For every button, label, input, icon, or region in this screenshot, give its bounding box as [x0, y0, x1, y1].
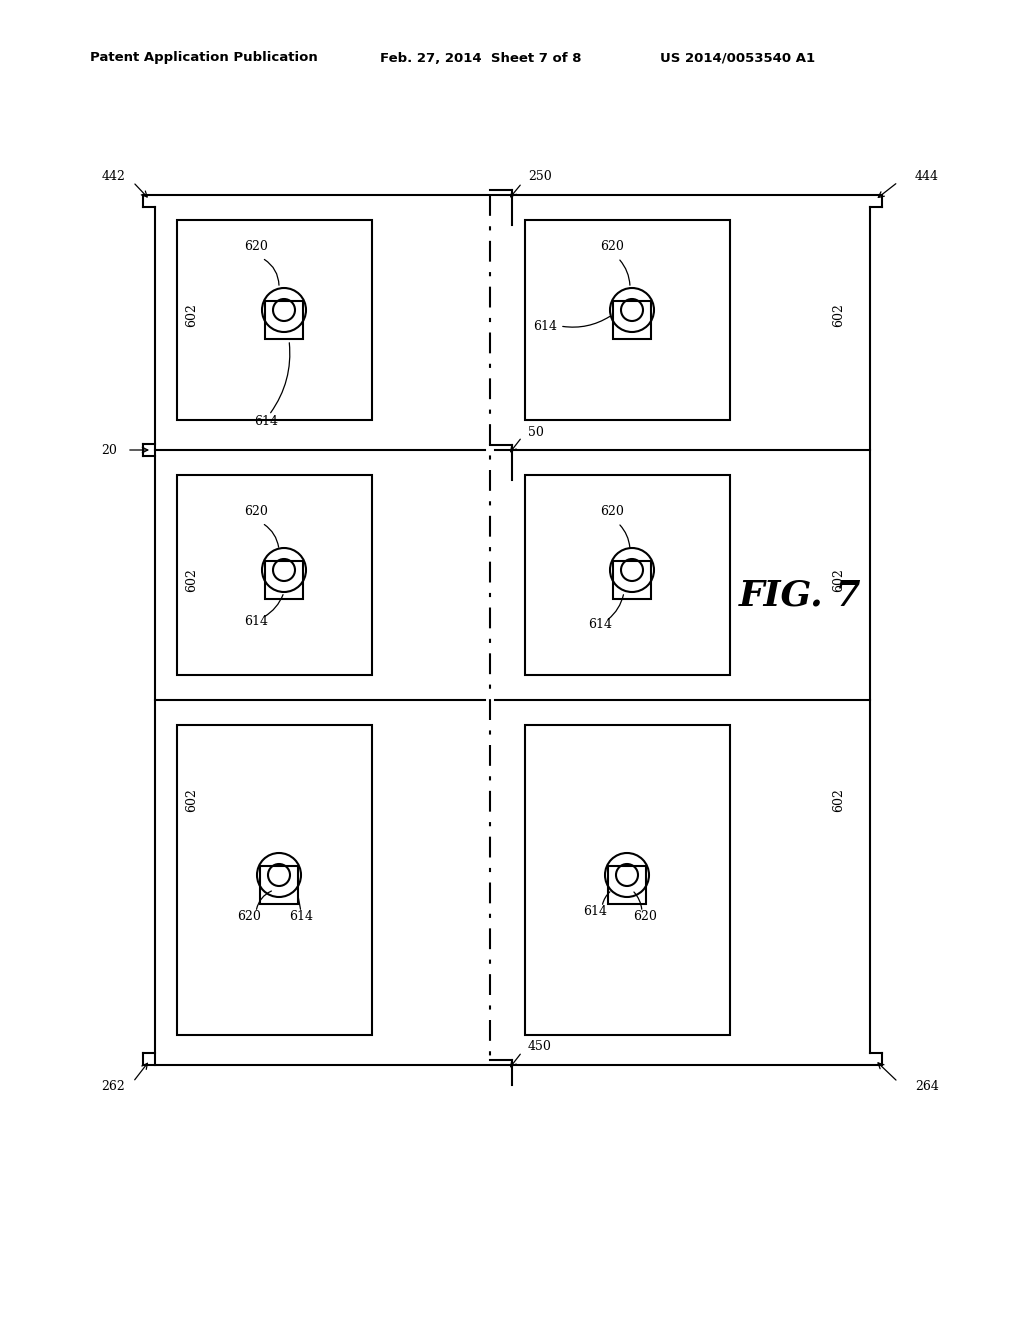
Text: 444: 444	[915, 170, 939, 183]
Text: 620: 620	[633, 909, 657, 923]
Text: 614: 614	[289, 909, 313, 923]
Text: 602: 602	[831, 304, 845, 327]
Text: Patent Application Publication: Patent Application Publication	[90, 51, 317, 65]
Bar	[525, 475, 730, 675]
Text: 614: 614	[583, 906, 607, 917]
Bar	[613, 561, 651, 599]
Bar	[260, 866, 298, 904]
Text: 620: 620	[244, 506, 268, 517]
Text: 614: 614	[254, 414, 278, 428]
Bar	[265, 301, 303, 339]
Text: 602: 602	[831, 568, 845, 591]
Bar	[608, 866, 646, 904]
Text: Feb. 27, 2014  Sheet 7 of 8: Feb. 27, 2014 Sheet 7 of 8	[380, 51, 582, 65]
Text: 20: 20	[101, 444, 117, 457]
Text: 250: 250	[528, 170, 552, 183]
Text: US 2014/0053540 A1: US 2014/0053540 A1	[660, 51, 815, 65]
Text: 264: 264	[915, 1081, 939, 1093]
Text: 620: 620	[600, 506, 624, 517]
Text: 50: 50	[528, 425, 544, 438]
Text: 602: 602	[831, 788, 845, 812]
Bar	[613, 301, 651, 339]
Text: 602: 602	[185, 304, 198, 327]
Text: 620: 620	[238, 909, 261, 923]
Text: 602: 602	[185, 788, 198, 812]
Bar	[525, 220, 730, 420]
Text: 442: 442	[101, 170, 125, 183]
Bar	[177, 725, 372, 1035]
Bar	[265, 561, 303, 599]
Text: 614: 614	[534, 319, 557, 333]
Text: 614: 614	[588, 618, 612, 631]
Text: 620: 620	[244, 240, 268, 253]
Text: 262: 262	[101, 1081, 125, 1093]
Text: 620: 620	[600, 240, 624, 253]
Text: 614: 614	[244, 615, 268, 628]
Bar	[177, 220, 372, 420]
Text: FIG. 7: FIG. 7	[738, 578, 861, 612]
Bar	[525, 725, 730, 1035]
Text: 602: 602	[185, 568, 198, 591]
Text: 450: 450	[528, 1040, 552, 1053]
Bar	[177, 475, 372, 675]
